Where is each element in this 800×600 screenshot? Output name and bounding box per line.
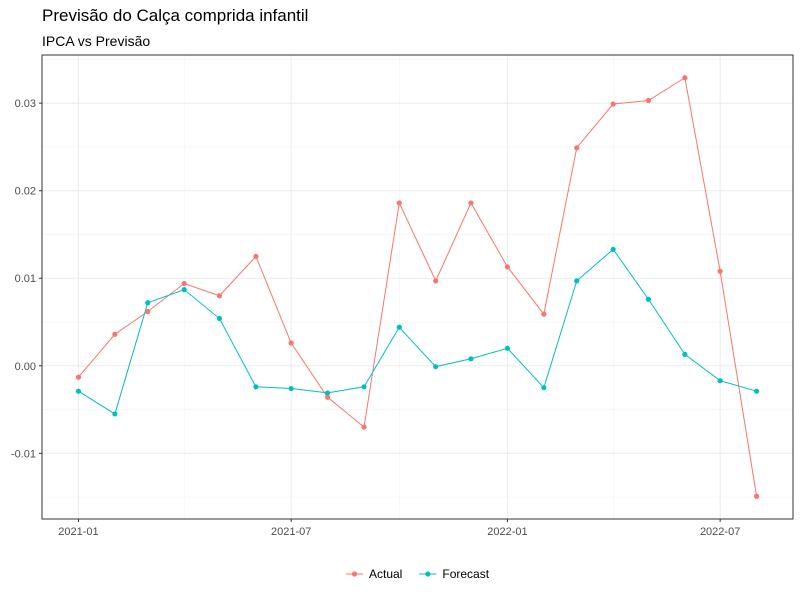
data-point-forecast bbox=[645, 296, 652, 302]
data-point-forecast bbox=[112, 411, 118, 417]
data-point-forecast bbox=[361, 384, 367, 390]
data-point-forecast bbox=[433, 364, 439, 370]
data-point-actual bbox=[682, 75, 688, 81]
data-point-forecast bbox=[145, 300, 151, 306]
data-point-actual bbox=[574, 145, 580, 151]
data-point-forecast bbox=[717, 378, 723, 384]
y-tick-label: 0.00 bbox=[15, 361, 36, 373]
legend-key-point-forecast bbox=[425, 571, 431, 577]
major-gridlines bbox=[42, 55, 793, 519]
series-line-forecast bbox=[78, 248, 757, 415]
data-point-actual bbox=[112, 331, 118, 337]
axis-ticks bbox=[39, 102, 721, 522]
data-point-actual bbox=[253, 253, 259, 259]
legend-label-forecast: Forecast bbox=[442, 567, 489, 581]
data-point-actual bbox=[433, 278, 439, 284]
y-tick-label: 0.01 bbox=[15, 273, 36, 285]
data-point-forecast bbox=[574, 278, 580, 284]
data-point-actual bbox=[645, 97, 652, 104]
x-tick-label: 2022-07 bbox=[700, 526, 740, 538]
series-line-actual bbox=[78, 76, 758, 497]
data-point-forecast bbox=[253, 384, 259, 390]
legend-label-actual: Actual bbox=[369, 567, 402, 581]
data-point-forecast bbox=[396, 324, 402, 330]
data-point-actual bbox=[288, 340, 294, 346]
axis-tick-labels: -0.01 0.00 0.01 0.02 0.03 2021-01 2021-07 2022-… bbox=[11, 98, 740, 538]
data-point-forecast bbox=[181, 287, 187, 293]
legend-key-point-actual bbox=[351, 571, 358, 577]
x-tick-label: 2021-07 bbox=[271, 526, 311, 538]
data-point-forecast bbox=[216, 315, 223, 322]
x-tick-label: 2022-01 bbox=[487, 526, 527, 538]
series-layer bbox=[75, 75, 760, 499]
data-point-actual bbox=[216, 293, 223, 299]
data-point-forecast bbox=[753, 388, 760, 394]
chart-title: Previsão do Calça comprida infantil bbox=[42, 6, 309, 25]
data-point-forecast bbox=[610, 246, 616, 252]
data-point-actual bbox=[504, 264, 511, 270]
data-point-actual bbox=[717, 268, 723, 274]
chart-subtitle: IPCA vs Previsão bbox=[42, 33, 151, 49]
data-point-actual bbox=[361, 424, 367, 430]
y-tick-label: 0.02 bbox=[15, 186, 36, 198]
legend-item-forecast: Forecast bbox=[419, 567, 490, 581]
data-point-actual bbox=[324, 394, 331, 400]
legend-item-actual: Actual bbox=[346, 567, 402, 581]
data-point-forecast bbox=[682, 351, 688, 358]
data-point-actual bbox=[396, 200, 402, 206]
data-point-actual bbox=[75, 374, 82, 380]
data-point-actual bbox=[610, 101, 616, 107]
x-tick-label: 2021-01 bbox=[58, 526, 98, 538]
data-point-forecast bbox=[288, 385, 294, 392]
data-point-forecast bbox=[324, 390, 331, 396]
data-point-forecast bbox=[468, 356, 474, 362]
data-point-actual bbox=[753, 493, 760, 499]
plot-panel-border bbox=[41, 54, 794, 520]
data-point-actual bbox=[468, 200, 474, 206]
data-point-actual bbox=[181, 280, 187, 287]
data-point-actual bbox=[541, 311, 547, 317]
y-tick-label: 0.03 bbox=[15, 98, 36, 110]
data-point-forecast bbox=[504, 345, 511, 351]
legend: Actual Forecast bbox=[346, 567, 490, 581]
data-point-forecast bbox=[75, 388, 82, 394]
minor-gridlines bbox=[42, 55, 793, 519]
y-tick-label: -0.01 bbox=[11, 448, 36, 460]
data-point-actual bbox=[145, 308, 151, 315]
data-point-forecast bbox=[541, 385, 547, 391]
